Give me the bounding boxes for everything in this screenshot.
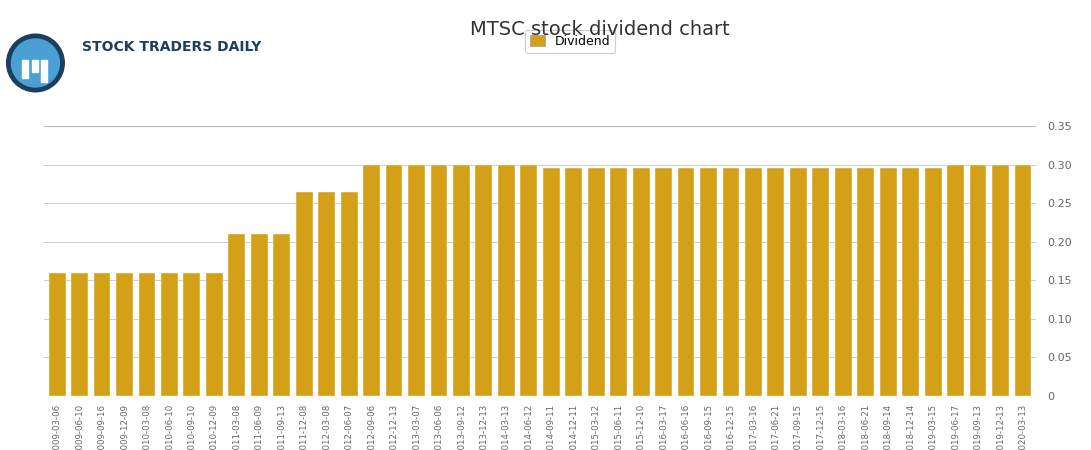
Bar — [879, 168, 897, 396]
Bar — [970, 165, 986, 396]
Bar — [453, 165, 470, 396]
Bar — [274, 234, 290, 396]
Bar — [22, 60, 28, 78]
Bar — [678, 168, 695, 396]
Bar — [813, 168, 829, 396]
Bar — [363, 165, 380, 396]
Bar — [790, 168, 806, 396]
Bar — [700, 168, 717, 396]
Bar — [520, 165, 537, 396]
Bar — [925, 168, 942, 396]
Text: STOCK TRADERS DAILY: STOCK TRADERS DAILY — [82, 40, 261, 54]
Legend: Dividend: Dividend — [525, 30, 615, 53]
Bar — [835, 168, 852, 396]
Bar — [319, 192, 335, 396]
Bar — [633, 168, 649, 396]
Bar — [251, 234, 267, 396]
Circle shape — [7, 34, 64, 92]
Bar — [228, 234, 245, 396]
Bar — [767, 168, 784, 396]
Bar — [565, 168, 583, 396]
Bar — [476, 165, 492, 396]
Bar — [992, 165, 1009, 396]
Bar — [32, 60, 38, 72]
Bar — [902, 168, 919, 396]
Bar — [610, 168, 627, 396]
Bar — [947, 165, 964, 396]
Bar — [858, 168, 874, 396]
Bar — [543, 168, 560, 396]
Bar — [431, 165, 447, 396]
Text: MTSC stock dividend chart: MTSC stock dividend chart — [470, 20, 730, 39]
Bar — [408, 165, 424, 396]
Bar — [183, 273, 201, 396]
Bar — [656, 168, 672, 396]
Bar — [116, 273, 133, 396]
Circle shape — [11, 39, 59, 87]
Bar — [1015, 165, 1031, 396]
Bar — [385, 165, 403, 396]
Bar — [296, 192, 313, 396]
Bar — [139, 273, 155, 396]
Bar — [41, 60, 47, 82]
Bar — [497, 165, 515, 396]
Bar — [71, 273, 88, 396]
Bar — [161, 273, 178, 396]
Bar — [722, 168, 740, 396]
Bar — [206, 273, 223, 396]
Bar — [745, 168, 762, 396]
Bar — [340, 192, 358, 396]
Bar — [49, 273, 65, 396]
Bar — [588, 168, 604, 396]
Bar — [94, 273, 110, 396]
